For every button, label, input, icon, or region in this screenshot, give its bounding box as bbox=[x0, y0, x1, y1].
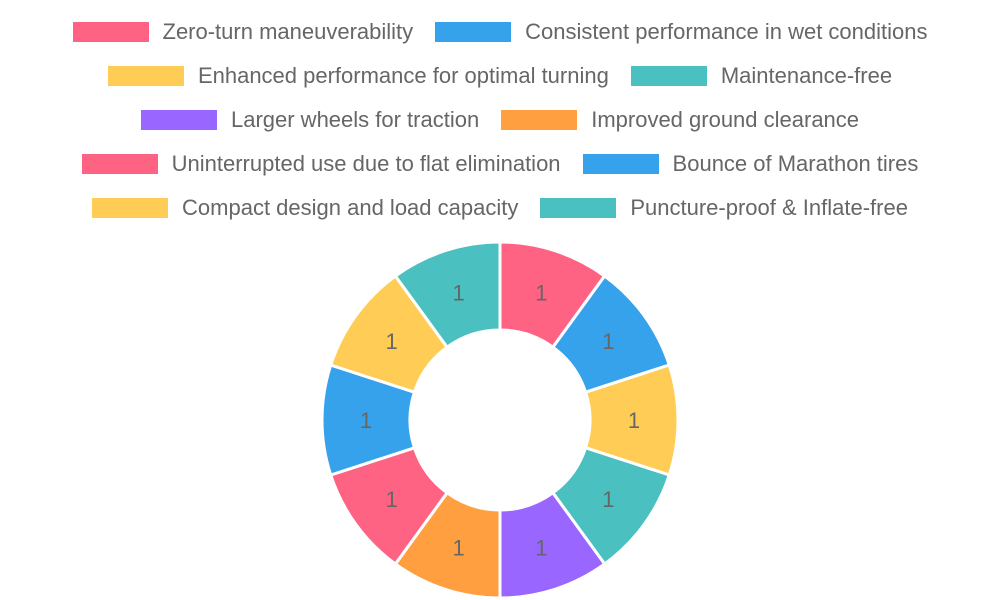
slice-value-label: 1 bbox=[535, 535, 547, 560]
legend-item[interactable]: Improved ground clearance bbox=[501, 107, 859, 133]
legend-label: Bounce of Marathon tires bbox=[672, 151, 919, 176]
legend-swatch bbox=[630, 66, 707, 86]
slice-value-label: 1 bbox=[602, 487, 614, 512]
legend-swatch bbox=[501, 110, 578, 130]
legend-swatch bbox=[107, 66, 184, 86]
legend-label: Consistent performance in wet conditions bbox=[525, 19, 928, 44]
legend-label: Maintenance-free bbox=[720, 63, 893, 88]
slice-value-label: 1 bbox=[452, 535, 464, 560]
legend-item[interactable]: Bounce of Marathon tires bbox=[582, 151, 919, 177]
legend-swatch bbox=[435, 22, 512, 42]
legend-label: Larger wheels for traction bbox=[230, 107, 480, 132]
legend-item[interactable]: Compact design and load capacity bbox=[92, 195, 518, 221]
doughnut-slice[interactable] bbox=[393, 240, 502, 350]
slice-value-label: 1 bbox=[535, 281, 547, 306]
legend-item[interactable]: Consistent performance in wet conditions bbox=[435, 19, 928, 45]
legend-swatch bbox=[582, 154, 659, 174]
legend-item[interactable]: Zero-turn maneuverability bbox=[72, 19, 414, 45]
legend-label: Enhanced performance for optimal turning bbox=[197, 63, 609, 88]
legend-label: Compact design and load capacity bbox=[182, 195, 519, 220]
slice-value-label: 1 bbox=[628, 408, 640, 433]
legend-label: Puncture-proof & Inflate-free bbox=[630, 195, 908, 220]
legend-row: Zero-turn maneuverability Consistent perf… bbox=[0, 10, 1000, 54]
legend-row: Compact design and load capacity Puncture… bbox=[0, 186, 1000, 230]
slice-value-label: 1 bbox=[452, 281, 464, 306]
legend-row: Enhanced performance for optimal turning… bbox=[0, 54, 1000, 98]
slice-value-label: 1 bbox=[385, 487, 397, 512]
legend-item[interactable]: Maintenance-free bbox=[630, 63, 893, 89]
legend-item[interactable]: Enhanced performance for optimal turning bbox=[107, 63, 609, 89]
legend-item[interactable]: Puncture-proof & Inflate-free bbox=[540, 195, 908, 221]
legend-label: Uninterrupted use due to flat eliminatio… bbox=[171, 151, 561, 176]
legend-item[interactable]: Uninterrupted use due to flat eliminatio… bbox=[81, 151, 561, 177]
legend-swatch bbox=[140, 110, 217, 130]
legend-label: Improved ground clearance bbox=[591, 107, 860, 132]
legend-row: Uninterrupted use due to flat eliminatio… bbox=[0, 142, 1000, 186]
legend-swatch bbox=[92, 198, 169, 218]
legend-row: Larger wheels for traction Improved groun… bbox=[0, 98, 1000, 142]
legend-swatch bbox=[81, 154, 158, 174]
legend-item[interactable]: Larger wheels for traction bbox=[140, 107, 480, 133]
slice-value-label: 1 bbox=[602, 329, 614, 354]
slice-value-label: 1 bbox=[385, 329, 397, 354]
legend-swatch bbox=[72, 22, 149, 42]
legend-label: Zero-turn maneuverability bbox=[162, 19, 414, 44]
slice-value-label: 1 bbox=[360, 408, 372, 433]
legend-swatch bbox=[540, 198, 617, 218]
